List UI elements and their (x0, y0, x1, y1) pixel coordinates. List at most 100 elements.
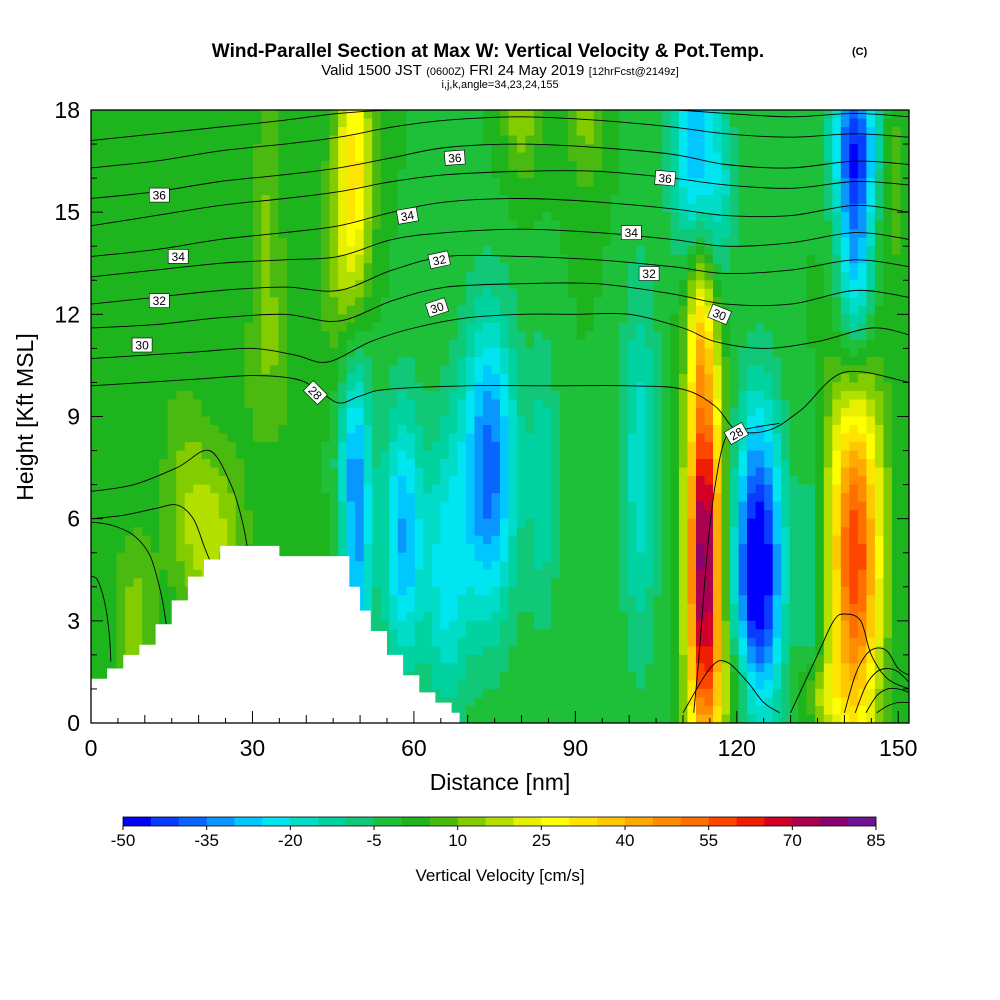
w-cell (457, 288, 467, 298)
w-cell (627, 220, 637, 230)
w-cell (857, 390, 867, 401)
w-cell (500, 118, 510, 128)
w-cell (866, 271, 876, 281)
w-cell (738, 178, 748, 188)
w-cell (380, 425, 390, 435)
w-cell (900, 373, 909, 384)
w-cell (551, 169, 561, 179)
w-cell (619, 425, 629, 435)
w-cell (99, 416, 109, 426)
w-cell (312, 459, 322, 469)
w-cell (355, 339, 365, 349)
w-cell (517, 127, 527, 137)
w-cell (789, 365, 799, 375)
w-cell (227, 467, 237, 477)
w-cell (321, 297, 331, 307)
w-cell (627, 390, 637, 401)
w-cell (619, 263, 629, 273)
w-cell (474, 186, 484, 196)
w-cell (99, 271, 109, 281)
w-cell (798, 220, 808, 230)
w-cell (193, 493, 203, 503)
w-cell (653, 322, 663, 332)
w-cell (406, 280, 416, 290)
w-cell (295, 271, 305, 281)
w-cell (747, 476, 757, 486)
w-cell (661, 535, 672, 545)
w-cell (142, 544, 152, 554)
w-cell (125, 186, 135, 196)
w-cell (363, 254, 373, 264)
w-cell (747, 442, 757, 452)
w-cell (781, 365, 791, 375)
w-cell (602, 407, 612, 418)
w-cell (849, 476, 859, 486)
w-cell (150, 416, 160, 426)
w-cell (687, 135, 697, 145)
w-cell (125, 518, 135, 528)
w-cell (218, 169, 228, 179)
w-cell (491, 407, 501, 418)
w-cell (244, 399, 254, 409)
w-cell (891, 527, 902, 537)
w-cell (636, 288, 646, 298)
w-cell (525, 195, 535, 205)
w-cell (772, 263, 782, 273)
w-cell (227, 535, 237, 545)
w-cell (269, 280, 280, 290)
w-cell (431, 169, 441, 179)
w-cell (789, 450, 799, 460)
w-cell (568, 288, 578, 298)
w-cell (755, 280, 765, 290)
w-cell (108, 135, 118, 145)
w-cell (661, 118, 672, 128)
w-cell (116, 518, 126, 528)
w-cell (235, 195, 245, 205)
w-cell (704, 288, 714, 298)
w-cell (815, 110, 825, 120)
w-cell (227, 135, 237, 145)
w-cell (457, 365, 467, 375)
w-cell (593, 110, 603, 120)
w-cell (414, 433, 424, 443)
w-cell (431, 450, 441, 460)
w-cell (346, 135, 356, 145)
w-cell (891, 450, 902, 460)
w-cell (91, 110, 101, 120)
w-cell (397, 459, 407, 469)
w-cell (482, 365, 493, 375)
w-cell (670, 390, 680, 401)
w-cell (431, 246, 441, 256)
w-cell (857, 237, 867, 247)
w-cell (218, 152, 228, 162)
w-cell (261, 271, 271, 281)
w-cell (772, 450, 782, 460)
w-cell (713, 450, 723, 460)
w-cell (150, 365, 160, 375)
w-cell (772, 280, 782, 290)
w-cell (474, 373, 484, 384)
w-cell (465, 416, 476, 426)
w-cell (329, 263, 339, 273)
w-cell (355, 254, 365, 264)
w-cell (372, 263, 382, 273)
w-cell (738, 390, 748, 401)
w-cell (619, 510, 629, 520)
w-cell (585, 450, 595, 460)
w-cell (329, 288, 339, 298)
w-cell (721, 288, 731, 298)
w-cell (900, 135, 909, 145)
w-cell (99, 186, 109, 196)
w-cell (602, 118, 612, 128)
w-cell (431, 433, 441, 443)
w-cell (636, 518, 646, 528)
w-cell (448, 339, 458, 349)
w-cell (798, 450, 808, 460)
w-cell (125, 459, 135, 469)
w-cell (517, 442, 527, 452)
w-cell (832, 118, 842, 128)
w-cell (568, 186, 578, 196)
w-cell (261, 152, 271, 162)
w-cell (482, 246, 493, 256)
w-cell (150, 373, 160, 384)
